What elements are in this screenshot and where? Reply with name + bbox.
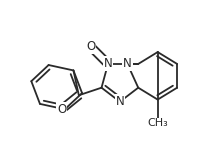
Text: N: N xyxy=(104,57,112,70)
Text: O: O xyxy=(57,103,66,116)
Text: O: O xyxy=(86,40,95,53)
Text: N: N xyxy=(116,95,124,108)
Text: N: N xyxy=(123,57,132,70)
Text: CH₃: CH₃ xyxy=(147,118,168,128)
